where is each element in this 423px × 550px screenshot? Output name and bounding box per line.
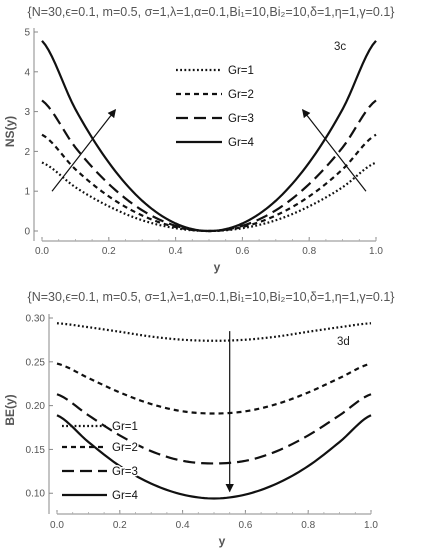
y-tick-label: 0.10 (26, 489, 46, 500)
panel-label: 3d (337, 336, 350, 348)
x-tick-label: 0.6 (235, 246, 249, 257)
y-tick-label: 0.15 (26, 445, 46, 456)
y-axis-label: NS(y) (3, 116, 17, 147)
series-line-gr-1 (41, 161, 377, 233)
series-line-gr-3 (56, 393, 372, 465)
y-tick-label: 3 (24, 107, 30, 118)
y-tick-label: 1 (24, 187, 30, 198)
x-tick-label: 0.6 (238, 520, 252, 531)
legend-entry: Gr=2 (112, 442, 138, 454)
series-line-gr-1 (56, 322, 372, 342)
y-tick-label: 5 (24, 28, 30, 39)
parameter-header: {N=30,ϵ=0.1, m=0.5, σ=1,λ=1,α=0.1,Bi₁=10… (28, 290, 395, 304)
x-tick-label: 0.0 (35, 246, 49, 257)
chart-panel-3c: {N=30,ϵ=0.1, m=0.5, σ=1,λ=1,α=0.1,Bi₁=10… (3, 5, 394, 274)
x-tick-label: 0.8 (301, 520, 315, 531)
legend-entry: Gr=1 (228, 65, 254, 77)
y-axis-label: BE(y) (3, 394, 17, 425)
panel-label: 3c (334, 41, 346, 53)
x-tick-label: 0.2 (102, 246, 116, 257)
x-axis-label: y (214, 260, 221, 274)
series-line-gr-4 (41, 40, 377, 233)
y-tick-label: 4 (24, 67, 30, 78)
y-tick-label: 0.30 (26, 314, 46, 325)
series-line-gr-2 (56, 362, 372, 415)
y-tick-label: 0 (24, 227, 30, 238)
trend-arrow (302, 108, 367, 192)
legend-entry: Gr=2 (228, 89, 254, 101)
y-tick-label: 0.25 (26, 357, 46, 368)
x-tick-label: 1.0 (369, 246, 383, 257)
x-tick-label: 1.0 (364, 520, 378, 531)
parameter-header: {N=30,ϵ=0.1, m=0.5, σ=1,λ=1,α=0.1,Bi₁=10… (28, 5, 395, 19)
series-line-gr-2 (41, 133, 377, 233)
trend-arrow (51, 108, 116, 192)
y-tick-label: 2 (24, 147, 30, 158)
series-line-gr-3 (41, 99, 377, 233)
legend-entry: Gr=4 (112, 490, 138, 502)
x-tick-label: 0.8 (302, 246, 316, 257)
x-axis-label: y (219, 534, 226, 548)
x-tick-label: 0.0 (50, 520, 64, 531)
x-tick-label: 0.4 (169, 246, 183, 257)
legend-entry: Gr=3 (228, 113, 254, 125)
legend-entry: Gr=1 (112, 421, 138, 433)
chart-panel-3d: {N=30,ϵ=0.1, m=0.5, σ=1,λ=1,α=0.1,Bi₁=10… (3, 290, 394, 548)
legend-entry: Gr=3 (112, 466, 138, 478)
legend-entry: Gr=4 (228, 137, 254, 149)
x-tick-label: 0.2 (113, 520, 127, 531)
series-line-gr-4 (56, 414, 372, 500)
y-tick-label: 0.20 (26, 401, 46, 412)
x-tick-label: 0.4 (176, 520, 190, 531)
